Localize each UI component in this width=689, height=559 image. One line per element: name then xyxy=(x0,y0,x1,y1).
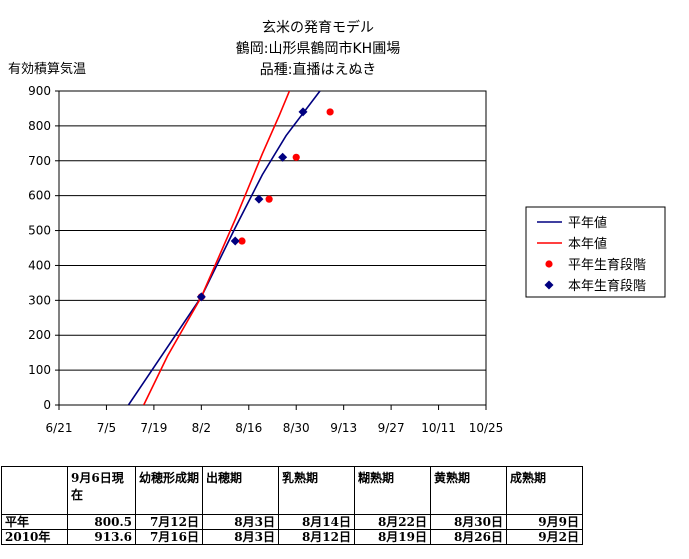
x-tick-label: 8/16 xyxy=(235,421,262,435)
table-header-cell: 糊熟期 xyxy=(354,466,431,515)
x-tick-label: 8/2 xyxy=(192,421,211,435)
table-cell: 8月26日 xyxy=(430,529,507,545)
table-header-cell xyxy=(1,466,68,515)
y-tick-label: 800 xyxy=(28,119,51,133)
x-tick-label: 10/25 xyxy=(469,421,504,435)
x-tick-label: 9/13 xyxy=(330,421,357,435)
table-header-cell: 9月6日現在 xyxy=(67,466,136,515)
legend-label: 本年生育段階 xyxy=(568,278,646,294)
table-header-cell: 成熟期 xyxy=(506,466,583,515)
table-cell: 8月14日 xyxy=(278,514,355,530)
table-row: 平年 800.5 7月12日 8月3日 8月14日 8月22日 8月30日 9月… xyxy=(1,514,583,530)
data-point-circle xyxy=(292,153,300,161)
legend-label: 平年生育段階 xyxy=(568,257,646,273)
data-point-diamond xyxy=(254,194,264,204)
table-cell: 8月3日 xyxy=(202,514,279,530)
y-tick-label: 600 xyxy=(28,189,51,203)
series-line xyxy=(143,91,291,405)
table-header-cell: 幼穂形成期 xyxy=(135,466,203,515)
y-tick-label: 0 xyxy=(43,398,51,412)
x-tick-label: 9/27 xyxy=(378,421,405,435)
table-cell: 8月22日 xyxy=(354,514,431,530)
data-point-circle xyxy=(326,108,334,116)
table-cell: 9月2日 xyxy=(506,529,583,545)
row-label: 2010年 xyxy=(1,529,68,545)
table-cell: 8月30日 xyxy=(430,514,507,530)
table-header-cell: 黄熟期 xyxy=(430,466,507,515)
table-header-row: 9月6日現在 幼穂形成期 出穂期 乳熟期 糊熟期 黄熟期 成熟期 xyxy=(1,466,583,515)
data-point-diamond xyxy=(298,107,308,117)
x-tick-label: 8/30 xyxy=(283,421,310,435)
data-point-circle xyxy=(238,237,246,245)
y-tick-label: 900 xyxy=(28,84,51,98)
series-line xyxy=(127,91,321,405)
row-label: 平年 xyxy=(1,514,68,530)
table-cell: 9月9日 xyxy=(506,514,583,530)
table-cell: 800.5 xyxy=(67,514,136,530)
chart-title-line: 鶴岡:山形県鶴岡市KH圃場 xyxy=(236,40,400,57)
table-row: 2010年 913.6 7月16日 8月3日 8月12日 8月19日 8月26日… xyxy=(1,529,583,545)
growth-stage-table: 9月6日現在 幼穂形成期 出穂期 乳熟期 糊熟期 黄熟期 成熟期 平年 800.… xyxy=(1,466,583,545)
table-cell: 7月12日 xyxy=(135,514,203,530)
y-tick-label: 500 xyxy=(28,224,51,238)
data-point-diamond xyxy=(196,292,206,302)
table-cell: 8月3日 xyxy=(202,529,279,545)
x-tick-label: 6/21 xyxy=(46,421,73,435)
y-tick-label: 200 xyxy=(28,328,51,342)
table-cell: 8月12日 xyxy=(278,529,355,545)
plot-area xyxy=(58,90,487,406)
x-tick-label: 10/11 xyxy=(421,421,456,435)
data-point-diamond xyxy=(278,152,288,162)
table-header-cell: 乳熟期 xyxy=(278,466,355,515)
chart-title-line: 玄米の発育モデル xyxy=(262,19,374,36)
x-tick-label: 7/19 xyxy=(140,421,167,435)
y-tick-label: 300 xyxy=(28,293,51,307)
y-tick-label: 700 xyxy=(28,154,51,168)
chart-title-line: 品種:直播はえぬき xyxy=(260,61,376,78)
table-cell: 7月16日 xyxy=(135,529,203,545)
data-point-circle xyxy=(265,195,273,203)
table-cell: 913.6 xyxy=(67,529,136,545)
x-tick-label: 7/5 xyxy=(97,421,116,435)
legend-diamond-swatch xyxy=(544,280,554,290)
legend-label: 平年値 xyxy=(568,215,607,231)
table-cell: 8月19日 xyxy=(354,529,431,545)
legend-circle-swatch xyxy=(545,260,553,268)
table-header-cell: 出穂期 xyxy=(202,466,279,515)
y-tick-label: 100 xyxy=(28,363,51,377)
y-axis-label: 有効積算気温 xyxy=(8,61,86,77)
legend-label: 本年値 xyxy=(568,236,607,252)
data-point-diamond xyxy=(230,236,240,246)
y-tick-label: 400 xyxy=(28,258,51,272)
